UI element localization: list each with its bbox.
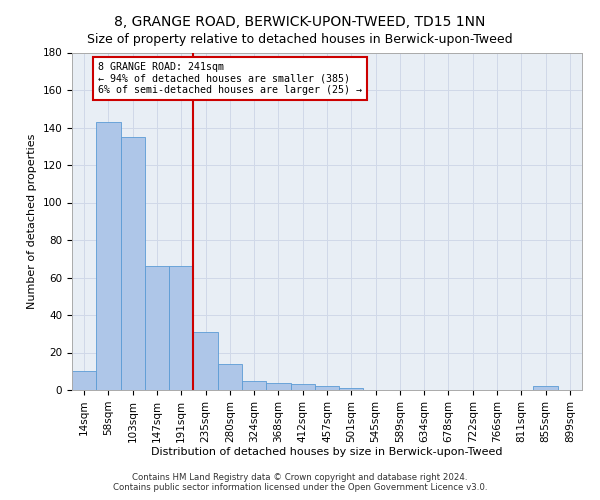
Bar: [193, 332, 218, 390]
Text: 8, GRANGE ROAD, BERWICK-UPON-TWEED, TD15 1NN: 8, GRANGE ROAD, BERWICK-UPON-TWEED, TD15…: [115, 15, 485, 29]
X-axis label: Distribution of detached houses by size in Berwick-upon-Tweed: Distribution of detached houses by size …: [151, 448, 503, 458]
Bar: [533, 386, 558, 390]
Bar: [315, 386, 339, 390]
Text: Contains HM Land Registry data © Crown copyright and database right 2024.
Contai: Contains HM Land Registry data © Crown c…: [113, 473, 487, 492]
Text: Size of property relative to detached houses in Berwick-upon-Tweed: Size of property relative to detached ho…: [87, 32, 513, 46]
Text: 8 GRANGE ROAD: 241sqm
← 94% of detached houses are smaller (385)
6% of semi-deta: 8 GRANGE ROAD: 241sqm ← 94% of detached …: [97, 62, 361, 95]
Bar: [72, 371, 96, 390]
Bar: [290, 384, 315, 390]
Bar: [266, 382, 290, 390]
Bar: [96, 122, 121, 390]
Bar: [242, 380, 266, 390]
Bar: [169, 266, 193, 390]
Bar: [339, 388, 364, 390]
Bar: [145, 266, 169, 390]
Bar: [121, 137, 145, 390]
Y-axis label: Number of detached properties: Number of detached properties: [27, 134, 37, 309]
Bar: [218, 364, 242, 390]
